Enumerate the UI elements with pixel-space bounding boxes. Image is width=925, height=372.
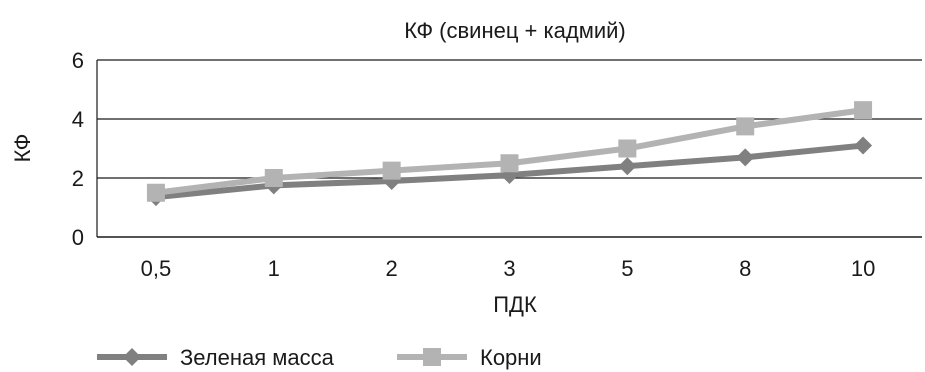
legend-item: Зеленая масса <box>97 345 335 370</box>
y-tick-label: 2 <box>72 166 84 191</box>
y-axis-title: КФ <box>10 134 35 163</box>
legend-item: Корни <box>397 345 542 370</box>
x-tick-label: 0,5 <box>141 256 172 281</box>
y-tick-label: 6 <box>72 48 84 73</box>
legend-marker <box>423 348 441 366</box>
data-point <box>736 117 755 136</box>
legend-label: Корни <box>480 345 542 370</box>
x-axis-ticks: 0,5 1 2 3 5 8 10 <box>141 256 876 281</box>
y-axis-ticks: 0 2 4 6 <box>72 48 84 250</box>
data-point <box>264 169 283 187</box>
x-tick-label: 2 <box>386 256 398 281</box>
legend-label: Зеленая масса <box>180 345 335 370</box>
data-point <box>500 154 519 173</box>
x-tick-label: 3 <box>503 256 515 281</box>
y-tick-label: 0 <box>72 225 84 250</box>
x-tick-label: 5 <box>621 256 633 281</box>
data-point <box>618 157 637 176</box>
x-tick-label: 8 <box>739 256 751 281</box>
legend-marker <box>123 348 141 366</box>
data-point <box>618 139 637 158</box>
data-point <box>736 148 755 167</box>
legend: Зеленая масса Корни <box>97 345 542 370</box>
x-axis-title: ПДК <box>493 292 537 317</box>
chart-title: КФ (свинец + кадмий) <box>404 18 625 43</box>
x-tick-label: 10 <box>851 256 875 281</box>
y-tick-label: 4 <box>72 107 84 132</box>
data-point <box>146 183 165 202</box>
data-point <box>854 136 873 155</box>
gridlines <box>96 59 922 238</box>
data-point <box>854 101 873 120</box>
series-layer <box>146 101 873 207</box>
series-2 <box>146 101 873 202</box>
data-point <box>382 161 401 180</box>
x-tick-label: 1 <box>268 256 280 281</box>
